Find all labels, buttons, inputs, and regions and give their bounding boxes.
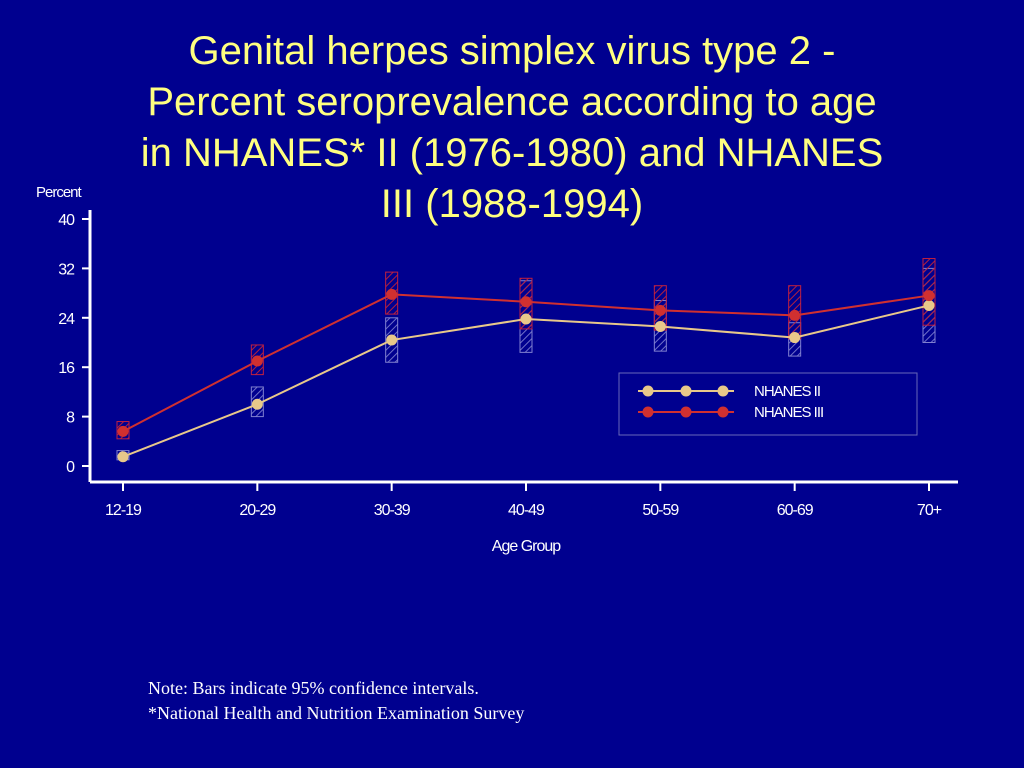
- x-tick-label: 70+: [917, 502, 942, 519]
- legend-label: NHANES III: [754, 404, 823, 421]
- legend-marker: [680, 385, 692, 397]
- data-point: [789, 309, 801, 321]
- x-tick-label: 60-69: [777, 502, 814, 519]
- x-tick-label: 50-59: [642, 502, 679, 519]
- x-tick-label: 20-29: [239, 502, 276, 519]
- data-point: [251, 398, 263, 410]
- legend-marker: [717, 385, 729, 397]
- data-point: [117, 451, 129, 463]
- data-point: [117, 425, 129, 437]
- data-point: [386, 334, 398, 346]
- slide-title: Genital herpes simplex virus type 2 - Pe…: [40, 26, 984, 230]
- y-tick-label: 16: [58, 360, 75, 377]
- data-point: [789, 332, 801, 344]
- data-point: [520, 313, 532, 325]
- data-point: [923, 290, 935, 302]
- note-nhanes-definition: *National Health and Nutrition Examinati…: [148, 703, 525, 723]
- y-tick-label: 32: [58, 261, 75, 278]
- legend-label: NHANES II: [754, 383, 820, 400]
- x-tick-label: 12-19: [105, 502, 142, 519]
- y-tick-label: 24: [58, 311, 75, 328]
- y-axis-label: Percent: [36, 184, 83, 201]
- title-line: Percent seroprevalence according to age: [147, 80, 877, 124]
- legend-marker: [680, 406, 692, 418]
- y-tick-label: 8: [66, 410, 75, 427]
- legend-marker: [642, 385, 654, 397]
- x-tick-label: 30-39: [374, 502, 411, 519]
- data-point: [386, 288, 398, 300]
- title-line: III (1988-1994): [380, 182, 644, 226]
- data-point: [251, 355, 263, 367]
- y-tick-label: 0: [66, 459, 75, 476]
- data-point: [654, 320, 666, 332]
- footnotes: Note: Bars indicate 95% confidence inter…: [148, 676, 524, 726]
- x-tick-label: 40-49: [508, 502, 545, 519]
- y-tick-label: 40: [58, 212, 75, 229]
- title-line: Genital herpes simplex virus type 2 -: [188, 29, 836, 73]
- chart-legend: NHANES II NHANES III: [618, 372, 918, 436]
- legend-box: [618, 372, 918, 436]
- legend-marker: [717, 406, 729, 418]
- x-axis-label: Age Group: [492, 538, 561, 555]
- data-point: [520, 296, 532, 308]
- data-point: [923, 299, 935, 311]
- title-line: in NHANES* II (1976-1980) and NHANES: [140, 131, 884, 175]
- note-confidence-intervals: Note: Bars indicate 95% confidence inter…: [148, 678, 479, 698]
- legend-marker: [642, 406, 654, 418]
- data-point: [654, 304, 666, 316]
